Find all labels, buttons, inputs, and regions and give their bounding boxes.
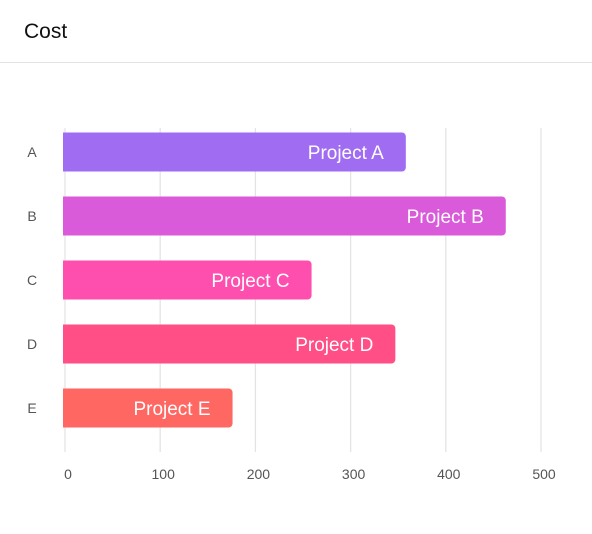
bars: Project A Project B Project C Project D Proj…: [63, 132, 506, 428]
x-tick-label: 200: [247, 466, 271, 482]
bar-base: [63, 388, 71, 428]
y-category-label: B: [27, 208, 36, 224]
bar-label: Project B: [407, 207, 484, 228]
bar-label: Project E: [133, 399, 210, 420]
x-tick-label: 0: [64, 466, 72, 482]
bar-base: [63, 260, 71, 300]
y-category-label: D: [27, 336, 37, 352]
y-category-label: C: [27, 272, 37, 288]
bar-base: [63, 324, 71, 364]
bar-group-d: Project D: [63, 324, 396, 364]
bar-label: Project D: [295, 335, 373, 356]
y-category-label: E: [27, 400, 36, 416]
bar-base: [63, 196, 71, 236]
bar: [63, 388, 233, 428]
bar-group-c: Project C: [63, 260, 312, 300]
bar: [63, 260, 312, 300]
y-category-label: A: [27, 144, 37, 160]
bar: [63, 324, 396, 364]
chart-title: Cost: [24, 20, 68, 43]
bar: [63, 132, 406, 172]
x-tick-label: 500: [532, 466, 556, 482]
bar-base: [63, 132, 71, 172]
bar-group-a: Project A: [63, 132, 406, 172]
category-labels: A B C D E: [27, 144, 37, 416]
x-tick-label: 100: [152, 466, 176, 482]
x-axis-ticks: 0 100 200 300 400 500: [64, 466, 556, 482]
card-header: Cost: [0, 0, 592, 63]
bar: [63, 196, 506, 236]
bar-group-e: Project E: [63, 388, 233, 428]
x-tick-label: 300: [342, 466, 366, 482]
bar-label: Project A: [308, 143, 384, 164]
x-tick-label: 400: [437, 466, 461, 482]
bar-group-b: Project B: [63, 196, 506, 236]
bar-label: Project C: [211, 271, 289, 292]
